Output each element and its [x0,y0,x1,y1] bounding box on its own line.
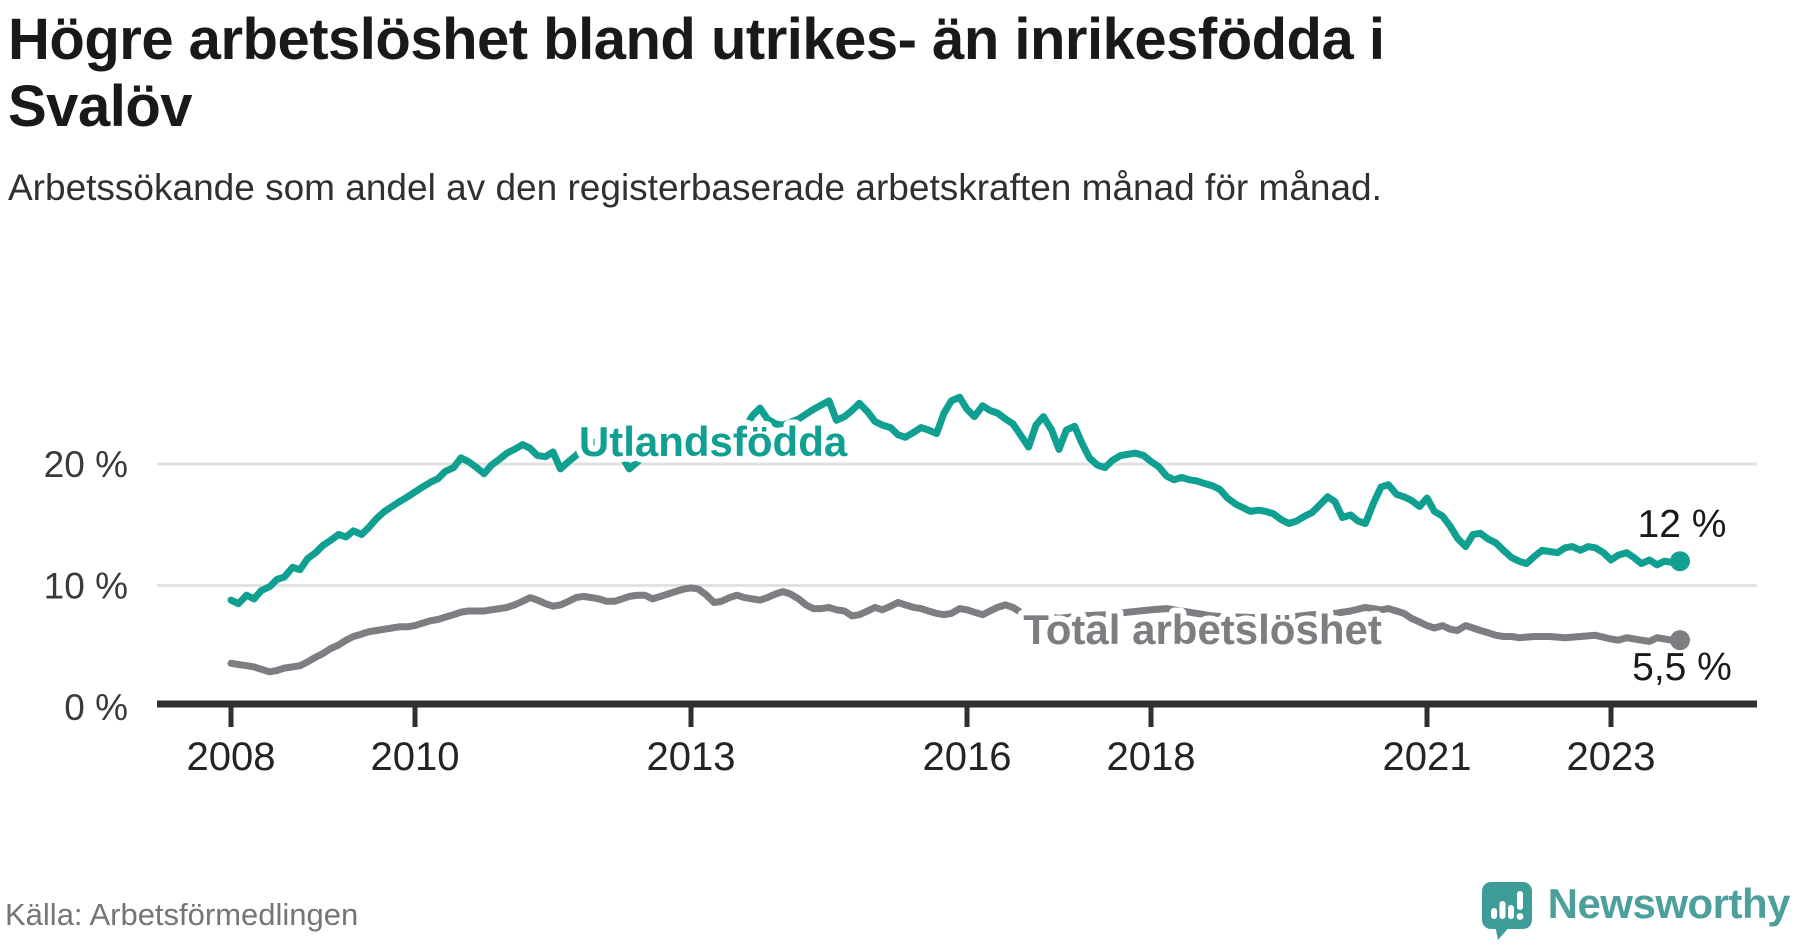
series-label-total-arbetsl-shet: Total arbetslöshet [1023,606,1382,653]
y-tick-label-20: 20 % [44,444,128,485]
newsworthy-bubble-chart-icon [1481,882,1532,940]
end-value-label-utlandsf-dda: 12 % [1638,503,1727,546]
y-tick-label-0: 0 % [64,687,128,728]
x-tick-label-2008: 2008 [187,735,276,779]
y-tick-label-10: 10 % [44,566,128,607]
newsworthy-logo: Newsworthy [1481,880,1791,942]
x-tick-label-2021: 2021 [1383,735,1472,779]
x-tick-label-2010: 2010 [371,735,460,779]
series-line-utlandsf-dda [227,393,1684,608]
series-line-total-arbetsl-shet [227,584,1684,676]
x-tick-label-2023: 2023 [1567,735,1656,779]
series-label-utlandsf-dda: Utlandsfödda [579,418,848,465]
end-value-label-total-arbetsl-shet: 5,5 % [1632,646,1732,689]
newsworthy-wordmark: Newsworthy [1547,880,1791,927]
page-subtitle: Arbetssökande som andel av den registerb… [8,167,1382,208]
page-title: Högre arbetslöshet bland utrikes- än inr… [8,7,1385,140]
series-endpoint-total-arbetsl-shet [1670,630,1690,651]
source-note: Källa: Arbetsförmedlingen [5,897,359,932]
x-tick-label-2016: 2016 [923,735,1012,779]
x-tick-label-2018: 2018 [1107,735,1196,779]
x-tick-label-2013: 2013 [647,735,736,779]
series-endpoint-utlandsf-dda [1670,551,1690,572]
